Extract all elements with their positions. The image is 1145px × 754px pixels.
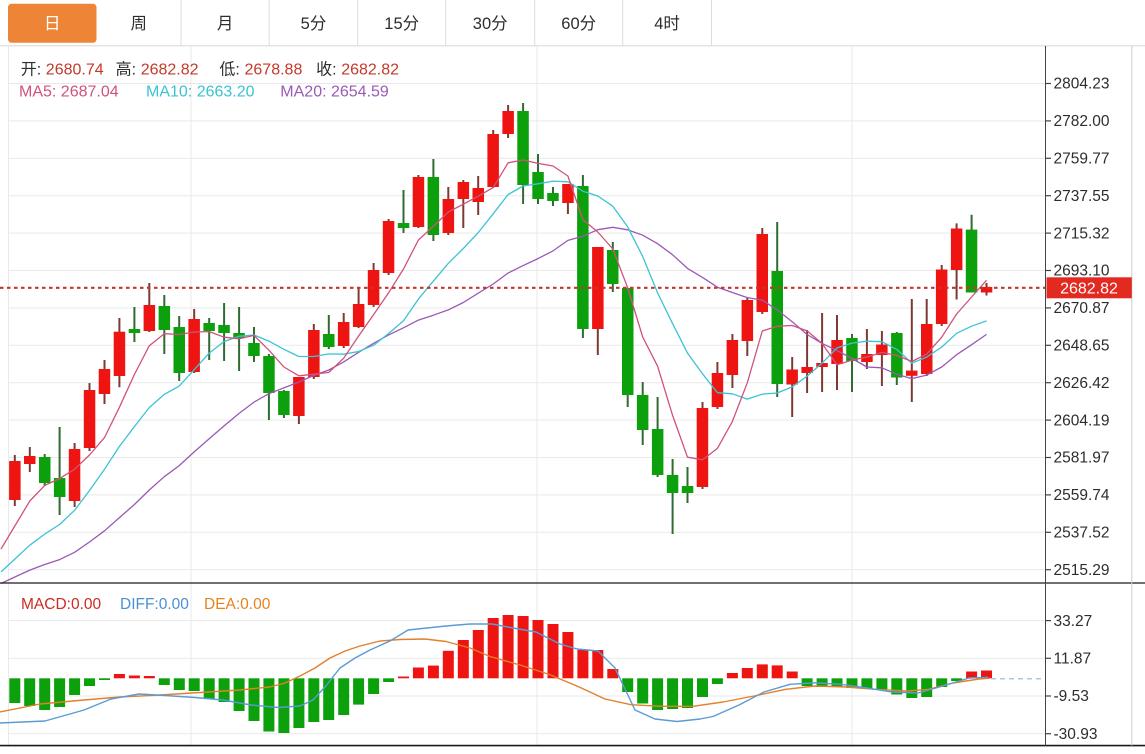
svg-text:2604.19: 2604.19 xyxy=(1054,412,1110,429)
svg-text:MA20: 2654.59: MA20: 2654.59 xyxy=(280,84,389,101)
svg-text:-9.53: -9.53 xyxy=(1054,688,1089,705)
svg-text:5分: 5分 xyxy=(301,14,327,33)
svg-text:-30.93: -30.93 xyxy=(1054,726,1098,743)
svg-text:2648.65: 2648.65 xyxy=(1054,338,1110,355)
svg-text:2682.82: 2682.82 xyxy=(341,62,399,79)
svg-text:MA10: 2663.20: MA10: 2663.20 xyxy=(146,84,255,101)
svg-text:2804.23: 2804.23 xyxy=(1054,76,1110,93)
svg-text:低:: 低: xyxy=(219,61,239,79)
svg-text:2682.82: 2682.82 xyxy=(141,62,199,79)
svg-text:30分: 30分 xyxy=(473,14,508,33)
svg-text:2678.88: 2678.88 xyxy=(245,62,303,79)
svg-text:2693.10: 2693.10 xyxy=(1054,263,1110,280)
svg-text:周: 周 xyxy=(131,15,148,33)
svg-text:2737.55: 2737.55 xyxy=(1054,188,1110,205)
svg-text:2537.52: 2537.52 xyxy=(1054,525,1110,542)
svg-text:MA5: 2687.04: MA5: 2687.04 xyxy=(19,84,119,101)
svg-text:MACD:0.00: MACD:0.00 xyxy=(21,596,101,613)
svg-text:60分: 60分 xyxy=(561,14,596,33)
svg-text:33.27: 33.27 xyxy=(1054,613,1093,630)
svg-text:2559.74: 2559.74 xyxy=(1054,487,1110,504)
svg-text:DIFF:0.00: DIFF:0.00 xyxy=(120,596,189,613)
svg-text:2782.00: 2782.00 xyxy=(1054,113,1110,130)
svg-text:2515.29: 2515.29 xyxy=(1054,562,1110,579)
svg-text:2682.82: 2682.82 xyxy=(1060,281,1118,298)
svg-text:2581.97: 2581.97 xyxy=(1054,450,1110,467)
svg-text:15分: 15分 xyxy=(384,14,419,33)
svg-text:月: 月 xyxy=(217,15,234,33)
svg-text:高:: 高: xyxy=(116,61,136,79)
svg-text:日: 日 xyxy=(44,15,61,33)
svg-text:DEA:0.00: DEA:0.00 xyxy=(204,596,271,613)
svg-text:开:: 开: xyxy=(21,62,41,79)
svg-text:2626.42: 2626.42 xyxy=(1054,375,1110,392)
svg-text:2759.77: 2759.77 xyxy=(1054,151,1110,168)
svg-text:4时: 4时 xyxy=(654,14,680,33)
svg-text:11.87: 11.87 xyxy=(1054,651,1092,668)
svg-text:2715.32: 2715.32 xyxy=(1054,225,1110,242)
svg-text:2670.87: 2670.87 xyxy=(1054,300,1110,317)
svg-text:2680.74: 2680.74 xyxy=(46,62,104,79)
svg-text:收:: 收: xyxy=(316,61,336,79)
